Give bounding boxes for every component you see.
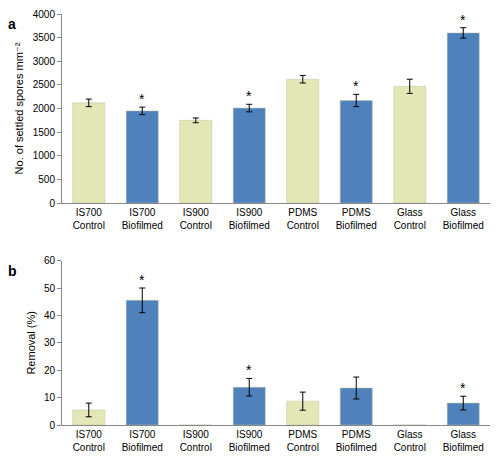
svg-text:GlassControl: GlassControl	[394, 429, 426, 453]
svg-text:500: 500	[38, 174, 55, 185]
svg-text:2000: 2000	[33, 103, 56, 114]
svg-text:b: b	[8, 263, 17, 279]
svg-text:*: *	[460, 12, 466, 28]
svg-text:*: *	[460, 380, 466, 396]
svg-text:20: 20	[44, 365, 56, 376]
svg-text:1000: 1000	[33, 150, 56, 161]
svg-text:GlassBiofilmed: GlassBiofilmed	[443, 429, 484, 453]
svg-text:2500: 2500	[33, 79, 56, 90]
svg-text:0: 0	[49, 198, 55, 209]
svg-text:1500: 1500	[33, 127, 56, 138]
svg-text:*: *	[246, 362, 252, 378]
svg-text:PDMSBiofilmed: PDMSBiofilmed	[336, 207, 377, 231]
svg-text:4000: 4000	[33, 9, 56, 20]
svg-text:IS700Biofilmed: IS700Biofilmed	[122, 207, 163, 231]
svg-text:50: 50	[44, 283, 56, 294]
svg-text:*: *	[246, 88, 252, 104]
svg-text:a: a	[8, 16, 16, 32]
svg-text:IS700Biofilmed: IS700Biofilmed	[122, 429, 163, 453]
svg-text:PDMSControl: PDMSControl	[287, 207, 319, 231]
svg-text:IS900Biofilmed: IS900Biofilmed	[229, 207, 270, 231]
svg-text:3500: 3500	[33, 32, 56, 43]
svg-text:GlassControl: GlassControl	[394, 207, 426, 231]
svg-text:3000: 3000	[33, 56, 56, 67]
svg-text:PDMSBiofilmed: PDMSBiofilmed	[336, 429, 377, 453]
svg-text:Removal (%): Removal (%)	[25, 311, 37, 375]
svg-text:IS900Biofilmed: IS900Biofilmed	[229, 429, 270, 453]
svg-text:40: 40	[44, 310, 56, 321]
svg-text:IS700Control: IS700Control	[73, 429, 105, 453]
svg-text:*: *	[139, 91, 145, 107]
svg-text:GlassBiofilmed: GlassBiofilmed	[443, 207, 484, 231]
svg-text:IS700Control: IS700Control	[73, 207, 105, 231]
svg-text:30: 30	[44, 337, 56, 348]
svg-text:IS900Control: IS900Control	[180, 429, 212, 453]
svg-text:PDMSControl: PDMSControl	[287, 429, 319, 453]
svg-text:*: *	[353, 78, 359, 94]
svg-text:10: 10	[44, 392, 56, 403]
svg-text:0: 0	[49, 420, 55, 431]
svg-text:No. of settled spores mm⁻²: No. of settled spores mm⁻²	[13, 42, 25, 174]
svg-text:60: 60	[44, 255, 56, 266]
svg-text:IS900Control: IS900Control	[180, 207, 212, 231]
svg-text:*: *	[139, 272, 145, 288]
